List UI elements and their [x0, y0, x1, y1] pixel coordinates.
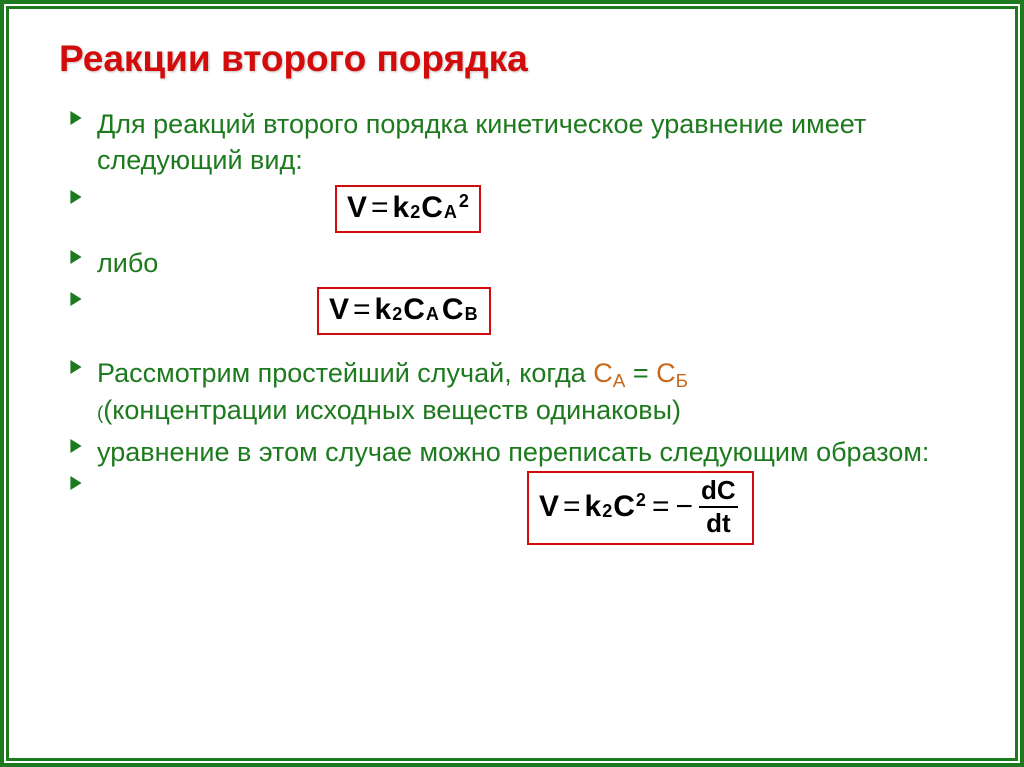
chevron-right-icon: [69, 434, 97, 458]
chevron-right-icon: [69, 245, 97, 269]
eq-var: C: [613, 490, 635, 524]
chevron-right-icon: [69, 355, 97, 379]
eq-var: k: [375, 293, 392, 327]
equation-box: V = k 2 C A C B: [317, 287, 491, 335]
eq-sub: 2: [392, 304, 402, 325]
eq-sub: 2: [602, 501, 612, 522]
eq-op: =: [652, 490, 670, 524]
text-run: (концентрации исходных веществ одинаковы…: [103, 395, 681, 425]
t: А: [613, 371, 626, 392]
slide-body: Для реакций второго порядка кинетическое…: [69, 106, 970, 545]
text-run: =: [625, 358, 656, 388]
eq-var: k: [393, 191, 410, 225]
equation-row: V = k 2 C A 2: [69, 185, 970, 233]
bullet-item: либо: [69, 245, 970, 281]
eq-var: k: [585, 490, 602, 524]
text-orange: СА: [593, 358, 625, 388]
equation-1: V = k 2 C A 2: [347, 191, 469, 225]
text-orange: СБ: [656, 358, 688, 388]
eq-sub: 2: [410, 202, 420, 223]
bullet-text: либо: [97, 245, 158, 281]
eq-sup: 2: [636, 490, 646, 511]
eq-op: =: [563, 490, 581, 524]
eq-var: V: [329, 293, 349, 327]
eq-fraction: dC dt: [699, 477, 738, 538]
eq-numerator: dC: [699, 477, 738, 504]
eq-sup: 2: [459, 191, 469, 212]
eq-sub: B: [465, 304, 478, 325]
bullet-item: Рассмотрим простейший случай, когда СА =…: [69, 355, 970, 428]
eq-sub: A: [426, 304, 439, 325]
t: С: [656, 358, 676, 388]
text-run: (: [97, 403, 103, 424]
equation-box: V = k 2 C A 2: [335, 185, 481, 233]
eq-op: =: [353, 293, 371, 327]
eq-op: −: [675, 490, 693, 524]
equation-row: V = k 2 C A C B: [69, 287, 970, 335]
slide-title: Реакции второго порядка: [59, 38, 970, 80]
equation-row: V = k 2 C 2 = − dC dt: [69, 471, 970, 546]
bullet-text: уравнение в этом случае можно переписать…: [97, 434, 929, 470]
bullet-text: Для реакций второго порядка кинетическое…: [97, 106, 970, 179]
equation-box: V = k 2 C 2 = − dC dt: [527, 471, 754, 546]
chevron-right-icon: [69, 287, 97, 311]
eq-var: C: [421, 191, 443, 225]
bullet-item: Для реакций второго порядка кинетическое…: [69, 106, 970, 179]
eq-sub: A: [444, 202, 457, 223]
equation-3: V = k 2 C 2 = − dC dt: [539, 477, 742, 538]
t: С: [593, 358, 613, 388]
eq-var: C: [442, 293, 464, 327]
eq-denominator: dt: [704, 510, 733, 537]
chevron-right-icon: [69, 106, 97, 130]
eq-var: C: [403, 293, 425, 327]
t: Б: [676, 371, 688, 392]
bullet-item: уравнение в этом случае можно переписать…: [69, 434, 970, 470]
eq-var: V: [347, 191, 367, 225]
chevron-right-icon: [69, 471, 97, 495]
chevron-right-icon: [69, 185, 97, 209]
slide: Реакции второго порядка Для реакций втор…: [0, 0, 1024, 767]
bullet-text: Рассмотрим простейший случай, когда СА =…: [97, 355, 688, 428]
eq-var: V: [539, 490, 559, 524]
eq-op: =: [371, 191, 389, 225]
equation-2: V = k 2 C A C B: [329, 293, 479, 327]
text-run: Рассмотрим простейший случай, когда: [97, 358, 593, 388]
